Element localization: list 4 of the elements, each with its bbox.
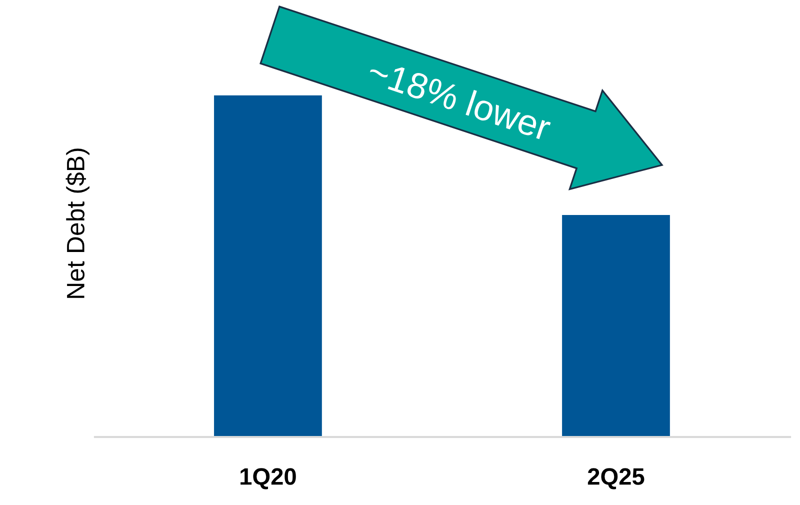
x-tick-label: 2Q25 [588, 468, 644, 490]
y-axis-title: Net Debt ($B) [66, 148, 90, 298]
annotation: ~18% lower [366, 57, 553, 142]
x-tick-label: 1Q20 [240, 468, 296, 490]
